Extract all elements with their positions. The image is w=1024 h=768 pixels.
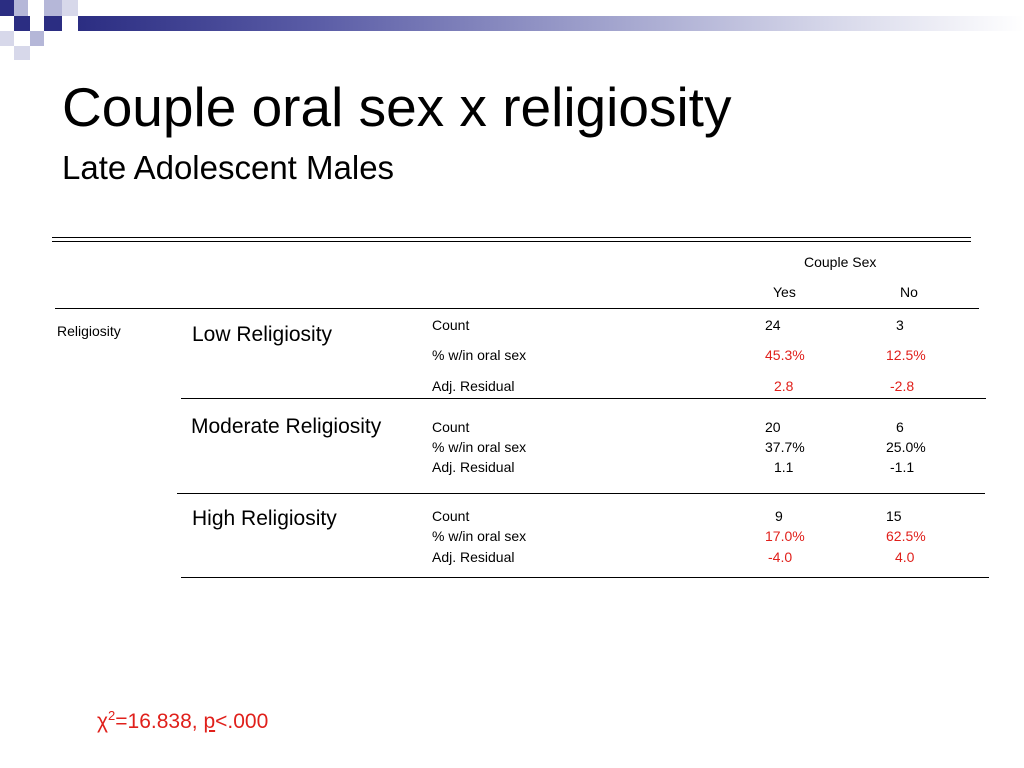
cell-yes: 2.8 bbox=[774, 378, 794, 394]
cell-no: -1.1 bbox=[890, 459, 915, 475]
cell-yes: 1.1 bbox=[774, 459, 794, 475]
header-group-label: Couple Sex bbox=[804, 254, 877, 270]
header-rule bbox=[55, 308, 979, 309]
group-label-high: High Religiosity bbox=[192, 507, 337, 530]
column-header-yes: Yes bbox=[773, 284, 796, 300]
stat-label: % w/in oral sex bbox=[432, 439, 527, 455]
slide-title: Couple oral sex x religiosity bbox=[62, 76, 732, 138]
stat-label: Count bbox=[432, 508, 470, 524]
cell-no: 62.5% bbox=[886, 528, 926, 544]
chi-exponent: 2 bbox=[108, 708, 116, 723]
cell-no: 3 bbox=[896, 317, 904, 333]
stat-label: Adj. Residual bbox=[432, 378, 515, 394]
slide-subtitle: Late Adolescent Males bbox=[62, 149, 395, 186]
cell-yes: 45.3% bbox=[765, 347, 805, 363]
cell-yes: -4.0 bbox=[768, 549, 793, 565]
column-header-no: No bbox=[900, 284, 918, 300]
stat-label: % w/in oral sex bbox=[432, 347, 527, 363]
cell-yes: 37.7% bbox=[765, 439, 805, 455]
cell-yes: 20 bbox=[765, 419, 781, 435]
cell-yes: 17.0% bbox=[765, 528, 805, 544]
stat-label: % w/in oral sex bbox=[432, 528, 527, 544]
table-top-rule-2 bbox=[52, 241, 971, 242]
cell-no: 4.0 bbox=[895, 549, 915, 565]
row-header-label: Religiosity bbox=[57, 323, 121, 339]
cell-yes: 9 bbox=[775, 508, 783, 524]
chi-value: =16.838, bbox=[115, 710, 204, 733]
cell-yes: 24 bbox=[765, 317, 781, 333]
stat-label: Count bbox=[432, 419, 470, 435]
cell-no: 12.5% bbox=[886, 347, 926, 363]
cell-no: 6 bbox=[896, 419, 904, 435]
group-rule bbox=[181, 398, 986, 399]
p-label: p bbox=[203, 710, 216, 733]
stat-label: Adj. Residual bbox=[432, 549, 515, 565]
stat-label: Adj. Residual bbox=[432, 459, 515, 475]
cell-no: -2.8 bbox=[890, 378, 915, 394]
table-bottom-rule bbox=[181, 577, 989, 578]
group-rule bbox=[177, 493, 985, 494]
group-label-moderate: Moderate Religiosity bbox=[191, 415, 382, 438]
p-value: <.000 bbox=[215, 710, 269, 733]
cell-no: 15 bbox=[886, 508, 902, 524]
cell-no: 25.0% bbox=[886, 439, 926, 455]
table-top-rule bbox=[52, 237, 971, 238]
chi-symbol: χ bbox=[97, 710, 109, 733]
group-label-low: Low Religiosity bbox=[192, 323, 333, 346]
stat-label: Count bbox=[432, 317, 470, 333]
chi-square-result: χ2=16.838, p<.000 bbox=[97, 708, 268, 734]
